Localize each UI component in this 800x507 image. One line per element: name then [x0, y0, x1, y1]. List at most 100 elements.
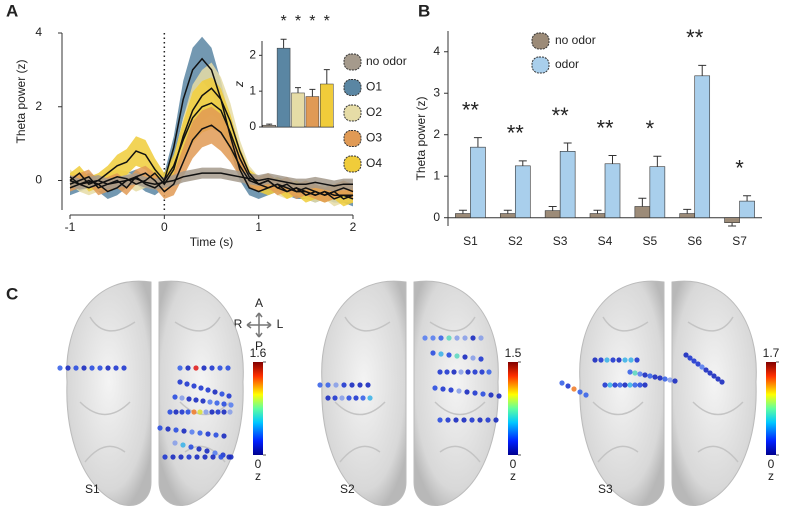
electrode: [453, 417, 459, 423]
colorbar-tick-label: 1.5: [505, 346, 522, 360]
electrode: [637, 371, 643, 377]
electrode: [65, 365, 71, 371]
legend-label: no odor: [555, 33, 596, 47]
electrode: [437, 369, 443, 375]
electrode: [695, 361, 701, 367]
inset-error-bar: [309, 88, 316, 97]
colorbar-tick-label: 1.6: [250, 346, 267, 360]
electrode: [691, 358, 697, 364]
bar: [724, 217, 740, 223]
electrode: [219, 391, 225, 397]
electrode: [632, 370, 638, 376]
colorbar: [766, 362, 776, 455]
electrode: [672, 378, 678, 384]
bar: [634, 206, 651, 219]
electrode: [430, 335, 436, 341]
electrode: [470, 335, 476, 341]
electrode: [432, 385, 438, 391]
electrode: [446, 352, 452, 358]
legend-label: no odor: [366, 54, 407, 68]
electrode: [445, 417, 451, 423]
orientation-label: A: [255, 296, 263, 310]
x-tick-label: S4: [598, 234, 613, 248]
electrode: [209, 409, 215, 415]
electrode: [180, 442, 186, 448]
electrode: [217, 365, 223, 371]
error-bar: [743, 195, 752, 202]
electrode: [479, 369, 485, 375]
electrode: [162, 454, 168, 460]
electrode: [202, 454, 208, 460]
electrode: [73, 365, 79, 371]
electrode: [456, 388, 462, 394]
electrode: [360, 395, 366, 401]
electrode: [167, 409, 173, 415]
electrode: [218, 454, 224, 460]
x-tick-label: -1: [65, 220, 76, 234]
electrode: [464, 389, 470, 395]
electrode: [711, 373, 717, 379]
line: [69, 172, 353, 187]
significance: *: [309, 13, 315, 30]
electrode: [465, 369, 471, 375]
electrode: [478, 335, 484, 341]
electrode: [604, 357, 610, 363]
subject-label: S1: [85, 482, 100, 496]
brain-sulcus: [592, 316, 649, 463]
electrode: [687, 355, 693, 361]
electrode: [470, 355, 476, 361]
electrode: [715, 376, 721, 382]
electrode: [227, 409, 233, 415]
colorbar-tick-label: 0: [768, 457, 775, 471]
electrode: [225, 365, 231, 371]
x-tick-label: S7: [732, 234, 747, 248]
electrode: [113, 365, 119, 371]
inset-bar: [262, 124, 276, 128]
electrode: [317, 382, 323, 388]
colorbar-tick-label: 0: [255, 457, 262, 471]
electrode: [325, 395, 331, 401]
electrode: [610, 357, 616, 363]
electrode: [493, 417, 499, 423]
error-bar: [593, 209, 602, 214]
electrode: [365, 382, 371, 388]
x-tick-label: S6: [687, 234, 702, 248]
colorbar: [508, 362, 518, 455]
electrode: [189, 429, 195, 435]
electrode: [349, 382, 355, 388]
significance: *: [646, 116, 655, 141]
error-bar: [653, 155, 662, 167]
electrode: [333, 382, 339, 388]
electrode: [194, 454, 200, 460]
inset-y-tick-label: 1: [249, 83, 256, 97]
electrode: [480, 391, 486, 397]
electrode: [478, 356, 484, 362]
error-bar: [683, 208, 692, 214]
electrode: [198, 385, 204, 391]
significance: *: [280, 13, 286, 30]
electrode: [188, 444, 194, 450]
electrode: [458, 369, 464, 375]
inset-y-tick-label: 2: [249, 48, 256, 62]
electrode: [703, 367, 709, 373]
error-bar: [458, 209, 467, 214]
error-bar: [503, 209, 512, 214]
electrode: [637, 382, 643, 388]
y-tick-label: 2: [433, 127, 440, 141]
inset-error-bar: [266, 123, 273, 126]
inset-error-bar: [280, 38, 287, 49]
electrode: [632, 382, 638, 388]
significance: **: [507, 121, 525, 146]
electrode: [196, 446, 202, 452]
electrode: [667, 377, 673, 383]
electrode: [346, 395, 352, 401]
bar: [514, 165, 531, 219]
electrode: [446, 335, 452, 341]
colorbar: [253, 362, 263, 455]
orientation-cross: [246, 312, 272, 338]
colorbar-label: z: [768, 469, 774, 483]
electrode: [173, 409, 179, 415]
electrode: [207, 399, 213, 405]
legend-label: O1: [366, 80, 382, 94]
electrode: [221, 409, 227, 415]
